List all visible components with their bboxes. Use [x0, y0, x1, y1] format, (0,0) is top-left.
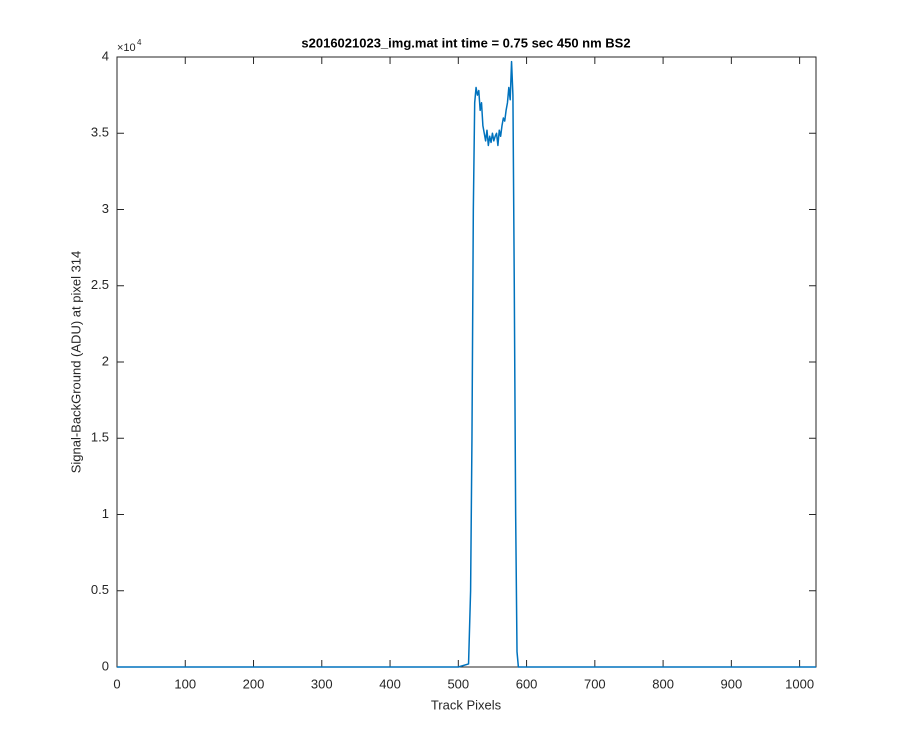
x-tick-label: 0 — [113, 676, 120, 691]
x-tick-label: 800 — [652, 676, 674, 691]
x-tick-label: 700 — [584, 676, 606, 691]
x-tick-label: 900 — [721, 676, 743, 691]
y-tick-label: 2 — [102, 353, 109, 368]
x-tick-label: 500 — [447, 676, 469, 691]
y-tick-label: 0.5 — [91, 582, 109, 597]
x-tick-label: 300 — [311, 676, 333, 691]
x-tick-label: 600 — [516, 676, 538, 691]
y-tick-label: 3.5 — [91, 125, 109, 140]
y-tick-label: 4 — [102, 48, 109, 63]
x-tick-label: 400 — [379, 676, 401, 691]
y-tick-label: 0 — [102, 658, 109, 673]
x-axis-label: Track Pixels — [431, 697, 502, 712]
y-multiplier: ×10 — [117, 42, 136, 54]
y-tick-label: 2.5 — [91, 277, 109, 292]
y-tick-label: 1.5 — [91, 430, 109, 445]
y-axis-label: Signal-BackGround (ADU) at pixel 314 — [68, 251, 83, 474]
y-multiplier-exponent: 4 — [137, 38, 142, 47]
y-tick-label: 1 — [102, 506, 109, 521]
x-tick-label: 1000 — [785, 676, 814, 691]
data-line — [117, 60, 816, 668]
x-tick-label: 200 — [243, 676, 265, 691]
chart-title: s2016021023_img.mat int time = 0.75 sec … — [301, 35, 630, 50]
y-tick-label: 3 — [102, 201, 109, 216]
x-tick-label: 100 — [174, 676, 196, 691]
